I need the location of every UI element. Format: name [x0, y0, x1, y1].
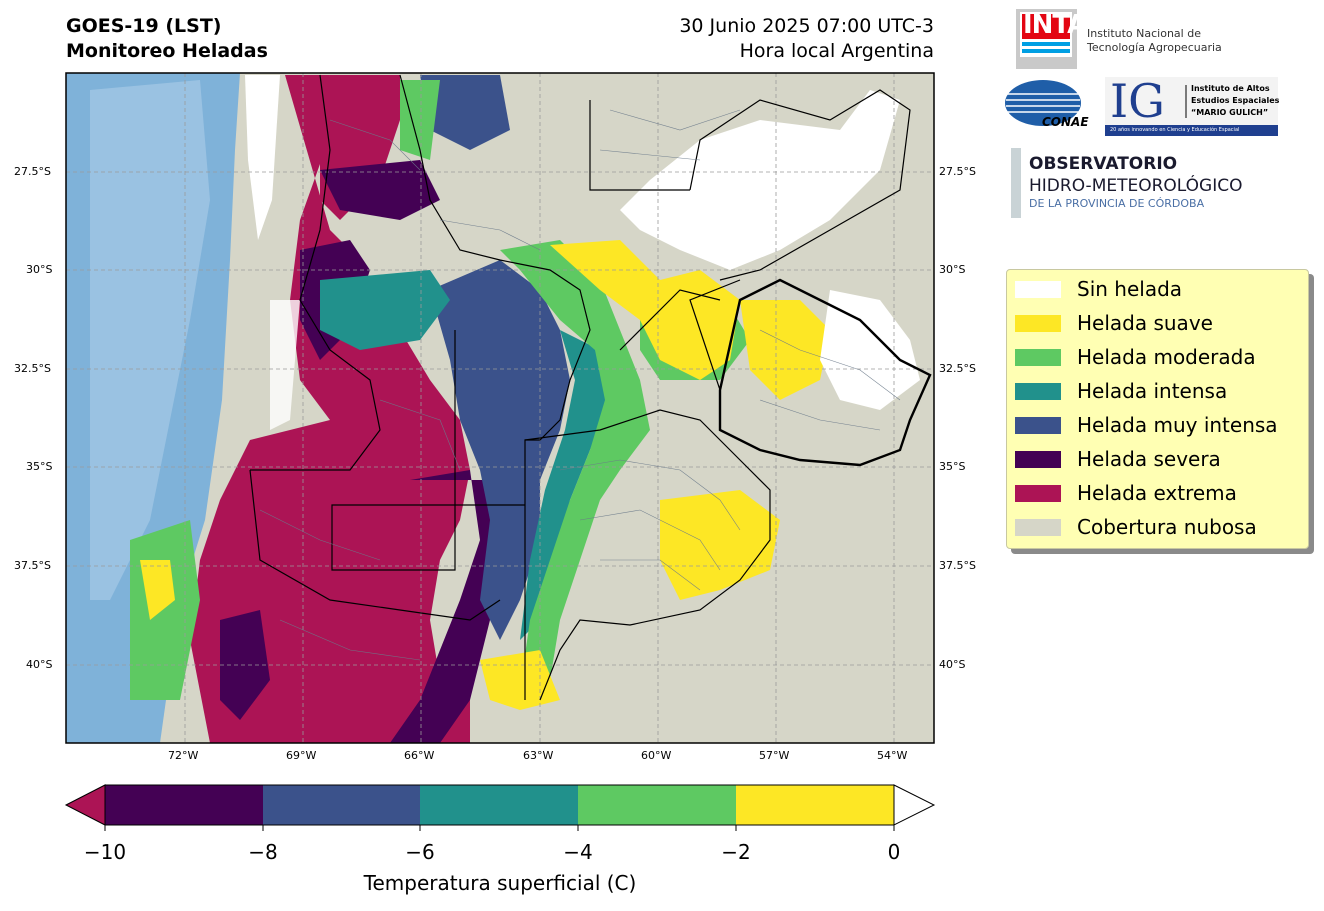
inta-logo-text: INTA: [1023, 10, 1087, 40]
lon-tick: 63°W: [523, 749, 554, 762]
legend-swatch: [1015, 315, 1061, 332]
colorbar-band: [105, 785, 263, 825]
inta-logo: [1016, 9, 1077, 69]
observatorio-logo-bar: [1011, 148, 1021, 218]
colorbar-label: Temperatura superficial (C): [363, 871, 637, 895]
legend-swatch: [1015, 485, 1061, 502]
title-line1: GOES-19 (LST): [66, 15, 222, 37]
lat-tick-right: 37.5°S: [939, 559, 976, 572]
lat-tick-left: 40°S: [26, 658, 53, 671]
colorbar-tick: −10: [83, 840, 127, 864]
lon-tick: 66°W: [404, 749, 435, 762]
observatorio-line2: HIDRO-METEOROLÓGICO: [1029, 176, 1243, 196]
ig-subtitle: 20 años innovando en Ciencia y Educación…: [1110, 127, 1240, 133]
lon-tick: 60°W: [641, 749, 672, 762]
legend-label: Helada severa: [1077, 447, 1221, 471]
lat-tick-left: 27.5°S: [14, 165, 51, 178]
colorbar-band: [420, 785, 578, 825]
colorbar-band: [263, 785, 420, 825]
title: GOES-19 (LST) Monitoreo Heladas: [66, 14, 268, 64]
colorbar-tick: 0: [887, 840, 901, 864]
colorbar-under: [64, 784, 106, 826]
colorbar-band: [736, 785, 894, 825]
inta-name-line2: Tecnología Agropecuaria: [1087, 41, 1222, 54]
conae-logo-text: CONAE: [1042, 115, 1089, 129]
gridlines: [66, 73, 934, 743]
legend-label: Sin helada: [1077, 277, 1183, 301]
lon-tick: 57°W: [759, 749, 790, 762]
date-line1: 30 Junio 2025 07:00 UTC-3: [679, 15, 934, 37]
lat-tick-right: 32.5°S: [939, 362, 976, 375]
legend-swatch: [1015, 349, 1061, 366]
legend-label: Helada suave: [1077, 311, 1213, 335]
lon-tick: 72°W: [168, 749, 199, 762]
legend-label: Helada intensa: [1077, 379, 1228, 403]
date-title: 30 Junio 2025 07:00 UTC-3 Hora local Arg…: [600, 14, 934, 64]
lat-tick-right: 35°S: [939, 460, 966, 473]
observatorio-line1: OBSERVATORIO: [1029, 154, 1178, 174]
ig-logo: [1105, 77, 1278, 136]
inta-name-line1: Instituto Nacional de: [1087, 27, 1201, 40]
legend-swatch: [1015, 281, 1061, 298]
lat-tick-left: 30°S: [26, 263, 53, 276]
legend-item: Helada muy intensa: [1007, 411, 1307, 441]
legend-item: Helada moderada: [1007, 343, 1307, 373]
legend-item: Cobertura nubosa: [1007, 513, 1307, 543]
lat-tick-right: 27.5°S: [939, 165, 976, 178]
legend-item: Helada extrema: [1007, 479, 1307, 509]
ig-name-line2: Estudios Espaciales: [1191, 96, 1280, 105]
colorbar-over: [893, 784, 936, 826]
department-borders: [259, 109, 901, 661]
conae-logo: [1005, 80, 1081, 126]
legend-label: Helada muy intensa: [1077, 413, 1278, 437]
legend-item: Helada suave: [1007, 309, 1307, 339]
legend-label: Helada extrema: [1077, 481, 1237, 505]
colorbar-tick: −2: [721, 840, 751, 864]
province-borders: [249, 74, 932, 701]
colorbar-tick: −8: [248, 840, 278, 864]
legend-swatch: [1015, 417, 1061, 434]
lat-tick-left: 35°S: [26, 460, 53, 473]
colorbar-tick: −4: [563, 840, 593, 864]
legend-item: Sin helada: [1007, 275, 1307, 305]
legend-item: Helada severa: [1007, 445, 1307, 475]
title-line2: Monitoreo Heladas: [66, 40, 268, 62]
map-frame: [65, 72, 935, 744]
lat-tick-right: 30°S: [939, 263, 966, 276]
observatorio-line3: DE LA PROVINCIA DE CÓRDOBA: [1029, 197, 1205, 210]
ig-name-line3: “MARIO GULICH”: [1191, 108, 1269, 117]
legend-swatch: [1015, 451, 1061, 468]
lat-tick-left: 37.5°S: [14, 559, 51, 572]
legend: Sin helada Helada suave Helada moderada …: [1006, 269, 1309, 549]
date-line2: Hora local Argentina: [739, 40, 934, 62]
ig-logo-text: IG: [1110, 74, 1165, 128]
colorbar-band: [578, 785, 736, 825]
lon-tick: 69°W: [286, 749, 317, 762]
lat-tick-right: 40°S: [939, 658, 966, 671]
legend-swatch: [1015, 519, 1061, 536]
legend-label: Cobertura nubosa: [1077, 515, 1257, 539]
lat-tick-left: 32.5°S: [14, 362, 51, 375]
colorbar: [64, 784, 936, 831]
ig-name-line1: Instituto de Altos: [1191, 84, 1270, 93]
legend-label: Helada moderada: [1077, 345, 1256, 369]
legend-item: Helada intensa: [1007, 377, 1307, 407]
lon-tick: 54°W: [877, 749, 908, 762]
colorbar-tick: −6: [405, 840, 435, 864]
legend-swatch: [1015, 383, 1061, 400]
